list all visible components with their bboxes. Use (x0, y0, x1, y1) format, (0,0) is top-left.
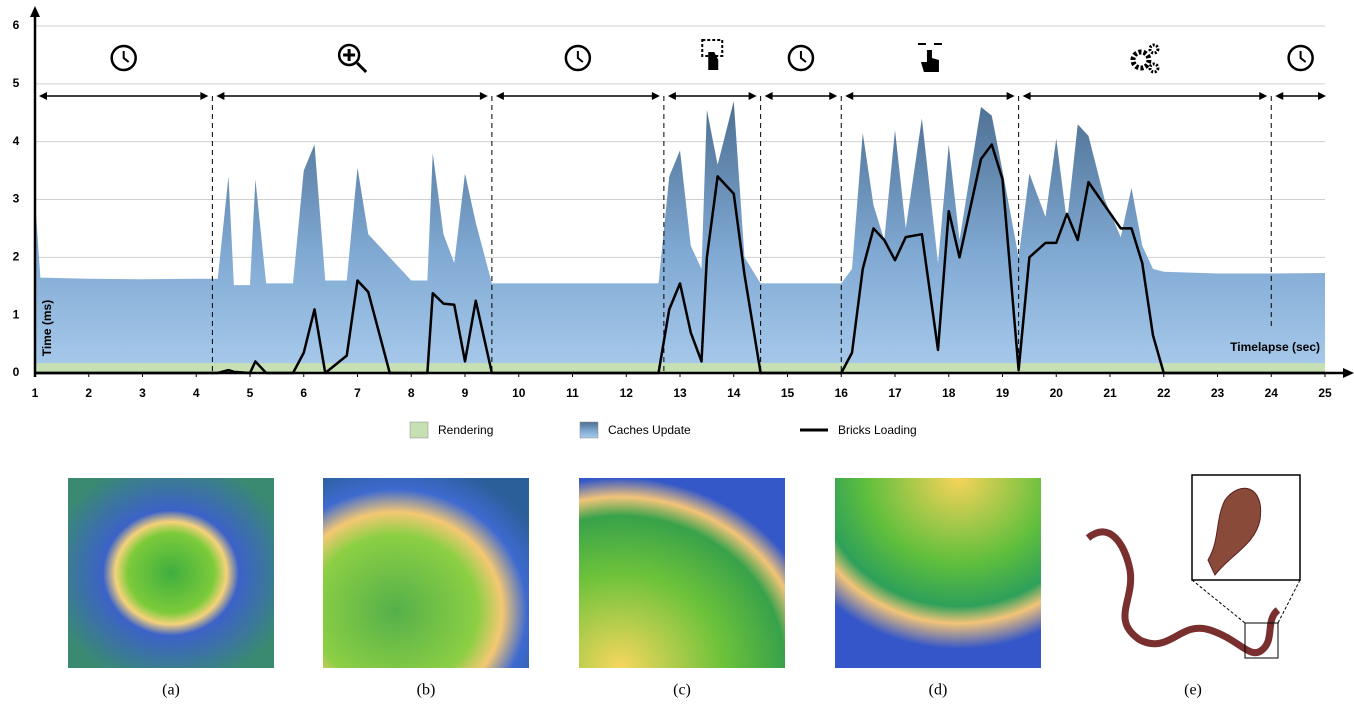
zoom-leader (1191, 579, 1301, 624)
x-tick-label: 14 (727, 386, 741, 400)
x-axis-label: Timelapse (sec) (1230, 340, 1320, 354)
clock-hands (122, 51, 130, 63)
phase-icon (701, 39, 724, 70)
clock-hands (799, 51, 807, 63)
y-tick-label: 4 (13, 134, 20, 148)
phase-icon (787, 44, 815, 72)
phase-icon (337, 43, 368, 74)
inset-vessel (1207, 487, 1262, 576)
x-axis-arrow (1343, 368, 1354, 378)
vessel (1085, 528, 1281, 657)
gear-small (1148, 62, 1160, 74)
legend-swatch (579, 421, 599, 439)
panel-caption: (a) (162, 682, 180, 699)
y-tick-label: 5 (13, 76, 20, 90)
clock-hands (576, 51, 584, 63)
y-axis-label: Time (ms) (40, 300, 54, 356)
panel-caption: (b) (417, 682, 436, 699)
y-tick-label: 3 (13, 192, 20, 206)
x-tick-label: 7 (354, 386, 361, 400)
x-tick-label: 1 (32, 386, 39, 400)
lens (337, 43, 361, 67)
x-tick-label: 12 (620, 386, 634, 400)
x-tick-label: 10 (512, 386, 526, 400)
y-tick-label: 1 (13, 307, 20, 321)
x-tick-label: 17 (888, 386, 902, 400)
x-tick-label: 19 (996, 386, 1010, 400)
arrow-head (764, 92, 838, 100)
panel-caption: (d) (929, 682, 948, 699)
x-tick-label: 4 (193, 386, 200, 400)
x-tick-label: 21 (1103, 386, 1117, 400)
x-tick-label: 8 (408, 386, 415, 400)
legend-label: Rendering (438, 423, 493, 437)
area (35, 101, 1325, 373)
x-tick-label: 15 (781, 386, 795, 400)
legend-label: Caches Update (608, 423, 691, 437)
x-tick-label: 2 (85, 386, 92, 400)
lens-plus (343, 49, 368, 74)
x-tick-label: 6 (300, 386, 307, 400)
y-axis-arrow (30, 6, 40, 17)
x-tick-label: 11 (566, 386, 579, 400)
zoom-box (1244, 622, 1279, 659)
x-tick-label: 9 (462, 386, 469, 400)
x-tick-label: 25 (1318, 386, 1332, 400)
x-tick-label: 5 (247, 386, 254, 400)
phase-icon (917, 43, 942, 72)
render-image (1085, 474, 1301, 659)
gear-big (1130, 49, 1152, 71)
render-image (835, 478, 1041, 668)
clock-face (1287, 44, 1314, 72)
legend-swatch (409, 421, 429, 439)
phase-icon (110, 44, 137, 72)
y-tick-label: 2 (13, 250, 20, 264)
clock-face (787, 44, 815, 72)
phase-icon (1130, 43, 1160, 74)
phase-icon (1287, 44, 1314, 72)
panel-caption: (e) (1184, 682, 1202, 699)
line (35, 143, 1325, 375)
area (35, 363, 1325, 373)
select-hand (708, 52, 719, 70)
x-tick-label: 23 (1211, 386, 1225, 400)
x-tick-label: 13 (673, 386, 687, 400)
render-image (323, 478, 529, 668)
phase-icon (564, 44, 592, 72)
clock-face (564, 44, 592, 72)
x-tick-label: 3 (139, 386, 146, 400)
y-tick-label: 0 (13, 365, 20, 379)
x-tick-label: 24 (1265, 386, 1279, 400)
panel-caption: (c) (673, 682, 691, 699)
x-tick-label: 22 (1157, 386, 1171, 400)
legend-label: Bricks Loading (838, 423, 917, 437)
gear-small (1148, 43, 1160, 55)
render-image (68, 478, 274, 668)
clock-face (110, 44, 137, 72)
x-tick-label: 20 (1050, 386, 1064, 400)
x-tick-label: 16 (835, 386, 849, 400)
clock-hands (1299, 51, 1307, 63)
x-tick-label: 18 (942, 386, 956, 400)
y-tick-label: 6 (13, 18, 20, 32)
render-image (579, 478, 785, 668)
hand (920, 50, 939, 72)
